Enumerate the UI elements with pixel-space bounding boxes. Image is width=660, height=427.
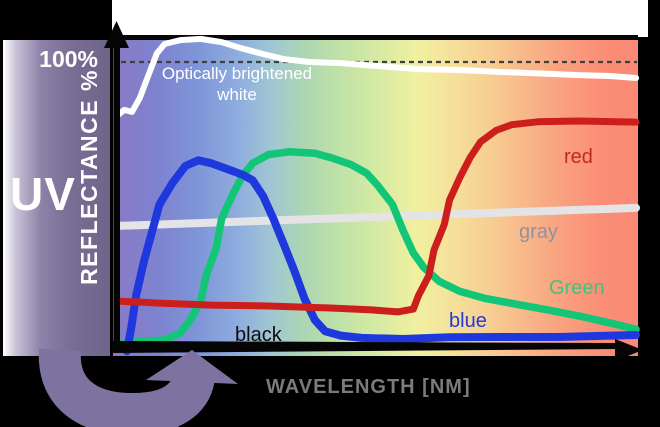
uv-swoosh-arrow-body bbox=[38, 348, 215, 427]
curve-label-red: red bbox=[564, 146, 593, 168]
curve-white bbox=[115, 35, 639, 118]
curve-gray bbox=[114, 203, 640, 230]
x-axis-title: WAVELENGTH [NM] bbox=[266, 376, 471, 398]
x-axis-arrowhead-icon bbox=[615, 339, 643, 361]
curve-label-gray: gray bbox=[519, 221, 558, 243]
curve-label-optically-brightened-white: Optically brightened white bbox=[161, 64, 313, 104]
plot-top-border bbox=[112, 35, 638, 40]
y-axis-line bbox=[113, 30, 120, 352]
curve-green bbox=[114, 148, 640, 347]
uv-region-bar bbox=[3, 40, 110, 356]
curve-blue bbox=[122, 156, 640, 356]
x-axis-wedge-black-curve bbox=[112, 341, 617, 353]
y-axis-arrowhead-icon bbox=[104, 21, 129, 48]
curve-label-black: black bbox=[235, 324, 282, 346]
uv-region-label: UV bbox=[10, 168, 76, 220]
curve-red bbox=[114, 117, 640, 316]
top-white-strip bbox=[112, 0, 648, 37]
y-axis-title: REFLECTANCE % bbox=[75, 69, 102, 285]
curves-layer bbox=[114, 35, 640, 356]
curve-label-blue: blue bbox=[449, 310, 487, 332]
curve-label-green: Green bbox=[549, 277, 605, 299]
y-axis-100-percent-tick: 100% bbox=[39, 46, 98, 72]
uv-swoosh-arrowhead-icon bbox=[146, 350, 238, 384]
